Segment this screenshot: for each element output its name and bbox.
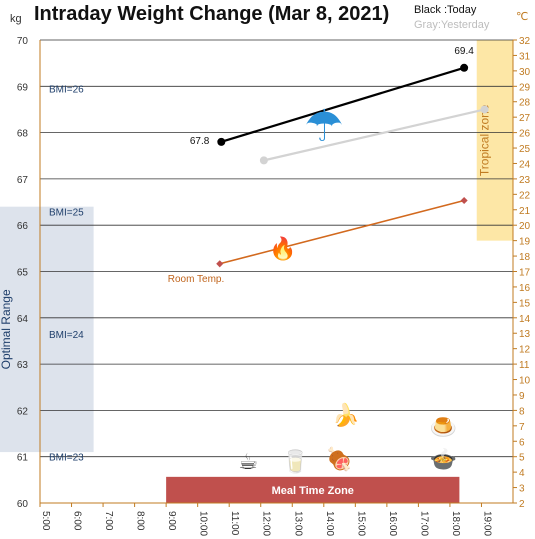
y-right-tick: 27	[519, 113, 531, 124]
data-point	[217, 137, 226, 146]
y-left-tick: 68	[17, 129, 29, 140]
y-right-tick: 4	[519, 468, 525, 479]
y-right-tick: 8	[519, 406, 525, 417]
y-right-tick: 26	[519, 129, 531, 140]
y-right-tick: 29	[519, 82, 531, 93]
water-glass-icon: 🥛	[282, 449, 309, 475]
y-right-tick: 5	[519, 453, 525, 464]
legend-today: Black :Today	[414, 4, 477, 16]
y-right-tick: 19	[519, 237, 531, 248]
y-right-tick: 2	[519, 499, 525, 510]
bmi-label: BMI=25	[49, 207, 84, 218]
x-tick: 13:00	[292, 511, 303, 536]
y-left-tick: 65	[17, 268, 29, 279]
y-right-tick: 7	[519, 422, 525, 433]
y-right-tick: 13	[519, 329, 531, 340]
x-tick: 7:00	[103, 511, 114, 531]
y-left-tick: 64	[17, 314, 29, 325]
y-left-tick: 70	[17, 36, 29, 47]
y-right-tick: 6	[519, 437, 525, 448]
umbrella-icon: ☂	[304, 101, 343, 152]
bmi-label: BMI=24	[49, 330, 84, 341]
y-right-tick: 9	[519, 391, 525, 402]
y-left-tick: 66	[17, 221, 29, 232]
data-label: 67.8	[190, 136, 210, 147]
x-tick: 14:00	[324, 511, 335, 536]
y-left-tick: 61	[17, 453, 29, 464]
bmi-label: BMI=23	[49, 453, 84, 464]
data-point	[259, 156, 268, 165]
y-right-tick: 31	[519, 51, 531, 62]
data-label: 69.4	[454, 46, 474, 57]
y-right-tick: 15	[519, 298, 531, 309]
tropical-zone-label: Tropical zone	[478, 104, 492, 176]
meal-time-zone-band	[166, 476, 460, 503]
y-right-tick: 18	[519, 252, 531, 263]
y-right-tick: 22	[519, 190, 531, 201]
series-line-yesterday	[263, 108, 485, 162]
banana-icon: 🍌	[332, 403, 359, 429]
x-tick: 9:00	[166, 511, 177, 531]
x-tick: 12:00	[261, 511, 272, 536]
y-left-tick: 63	[17, 360, 29, 371]
y-right-tick: 11	[519, 360, 530, 371]
x-tick: 6:00	[72, 511, 83, 531]
y-right-tick: 30	[519, 67, 531, 78]
x-tick: 15:00	[355, 511, 366, 536]
y-right-tick: 16	[519, 283, 531, 294]
steak-icon: 🍖	[326, 446, 353, 474]
y-right-tick: 10	[519, 376, 531, 387]
legend-yesterday: Gray:Yesterday	[414, 19, 490, 31]
y-right-tick: 12	[519, 345, 531, 356]
data-point	[460, 63, 469, 72]
y-left-tick: 62	[17, 406, 29, 417]
y-right-tick: 25	[519, 144, 531, 155]
y-left-tick: 67	[17, 175, 29, 186]
x-tick: 17:00	[418, 511, 429, 536]
pudding-icon: 🍮	[430, 415, 457, 440]
y-right-tick: 23	[519, 175, 531, 186]
optimal-range-label: Optimal Range	[0, 289, 13, 369]
x-tick: 8:00	[135, 511, 146, 531]
right-axis-unit: ℃	[516, 11, 528, 23]
y-right-tick: 32	[519, 36, 531, 47]
left-axis-unit: kg	[10, 13, 22, 25]
y-right-tick: 24	[519, 159, 531, 170]
x-tick: 5:00	[40, 511, 51, 531]
y-right-tick: 14	[519, 314, 531, 325]
tropical-zone-band	[476, 40, 513, 241]
data-point	[480, 105, 489, 114]
y-right-tick: 3	[519, 484, 525, 495]
bmi-label: BMI=26	[49, 85, 84, 96]
soup-bowl-icon: 🍲	[430, 447, 457, 473]
x-tick: 16:00	[387, 511, 398, 536]
temp-point	[460, 196, 468, 205]
x-tick: 10:00	[198, 511, 209, 536]
chart-title: Intraday Weight Change (Mar 8, 2021)	[34, 3, 389, 25]
x-tick: 19:00	[481, 511, 492, 536]
y-left-tick: 69	[17, 82, 29, 93]
y-right-tick: 17	[519, 268, 531, 279]
series-line-room-temp-	[219, 199, 465, 265]
room-temp-label: Room Temp.	[168, 274, 225, 285]
y-right-tick: 20	[519, 221, 531, 232]
fireplace-icon: 🔥	[269, 236, 296, 262]
series-line-today	[220, 66, 465, 143]
x-tick: 11:00	[229, 511, 240, 536]
y-right-tick: 28	[519, 98, 531, 109]
temp-point	[216, 260, 224, 268]
meal-time-zone-label: Meal Time Zone	[272, 485, 354, 497]
coffee-cup-icon: ☕	[238, 450, 258, 475]
y-right-tick: 21	[519, 206, 531, 217]
optimal-range-band	[0, 206, 94, 453]
y-left-tick: 60	[17, 499, 29, 510]
x-tick: 18:00	[450, 511, 461, 536]
